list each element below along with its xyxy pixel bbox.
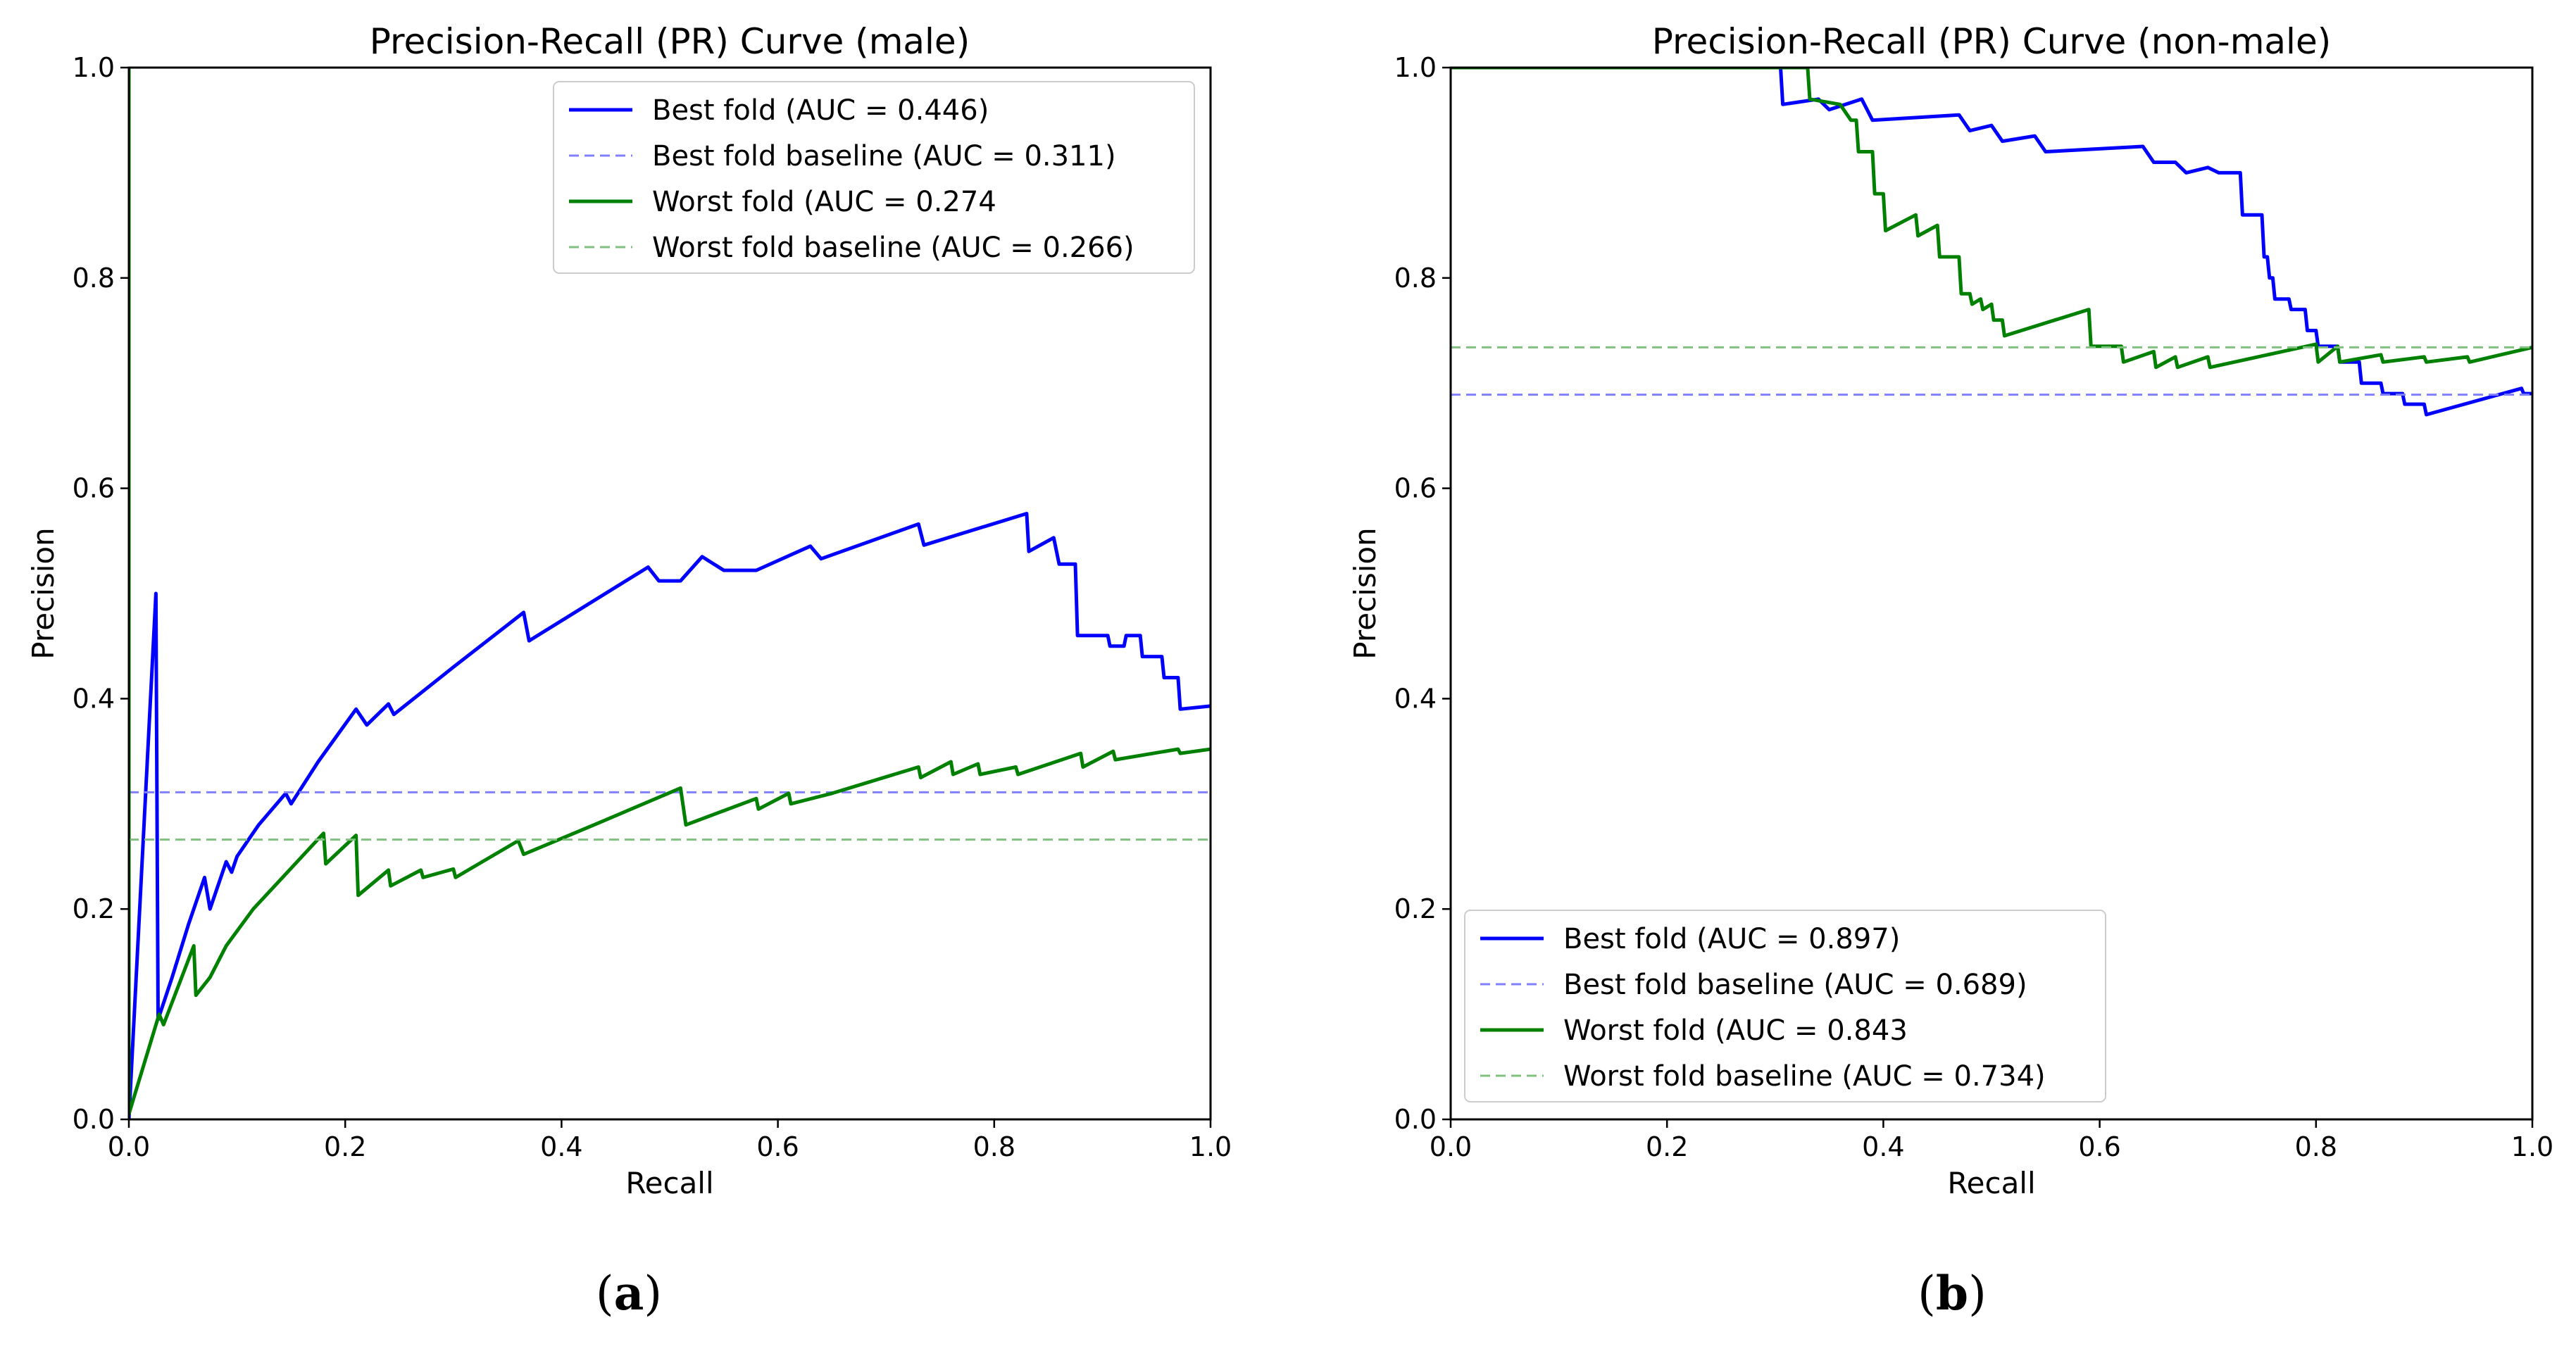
legend-entry-label: Best fold baseline (AUC = 0.689) <box>1563 969 2027 1001</box>
x-axis-label: Recall <box>625 1166 713 1200</box>
panel-label-close: ) <box>1968 1267 1987 1321</box>
y-tick-label: 0.6 <box>1394 473 1437 504</box>
legend-entry-label: Best fold baseline (AUC = 0.311) <box>652 140 1116 172</box>
series-line-worst-fold <box>1451 68 2532 370</box>
legend: Best fold (AUC = 0.897) Best fold baselin… <box>1464 910 2106 1102</box>
series-layer <box>129 68 1211 1119</box>
legend-entry-label: Best fold (AUC = 0.446) <box>652 94 989 127</box>
legend-entry-label: Worst fold baseline (AUC = 0.266) <box>652 232 1134 264</box>
legend-entry-label: Worst fold (AUC = 0.843 <box>1563 1014 1908 1047</box>
chart-title: Precision-Recall (PR) Curve (non-male) <box>1652 21 2331 62</box>
y-tick-label: 1.0 <box>1394 52 1437 83</box>
y-tick-label: 0.6 <box>73 473 115 504</box>
y-tick-label: 0.4 <box>73 683 115 714</box>
legend-frame <box>1464 910 2106 1102</box>
plot-frame <box>127 66 1212 1121</box>
plot-frame <box>1449 66 2534 1121</box>
x-tick-label: 1.0 <box>1189 1131 1232 1162</box>
legend-entry-label: Worst fold baseline (AUC = 0.734) <box>1563 1060 2046 1093</box>
panel-label-a: (a) <box>596 1266 662 1321</box>
panel-label-letter: b <box>1936 1266 1968 1321</box>
y-axis-label: Precision <box>1348 527 1382 659</box>
y-tick-label: 0.8 <box>73 263 115 294</box>
y-tick-label: 0.0 <box>1394 1104 1437 1135</box>
chart-panel-b: Precision-Recall (PR) Curve (non-male) 0… <box>1348 21 2553 1321</box>
series-layer <box>1451 68 2532 417</box>
series-line-worst-fold <box>129 68 1211 1116</box>
x-tick-label: 0.2 <box>1646 1131 1688 1162</box>
x-tick-label: 0.2 <box>324 1131 366 1162</box>
axis-ticks: 0.0 0.2 0.4 0.6 0.8 1.0 0.0 0.2 0.4 0.6 0.8 1.0 <box>1394 52 2554 1162</box>
panel-label-b: (b) <box>1918 1266 1987 1321</box>
panel-label-close: ) <box>644 1267 662 1321</box>
legend-frame <box>553 81 1195 274</box>
legend-entry-label: Best fold (AUC = 0.897) <box>1563 923 1900 955</box>
panel-label-open: ( <box>1918 1267 1936 1321</box>
x-axis-label: Recall <box>1947 1166 2035 1200</box>
y-tick-label: 0.0 <box>73 1104 115 1135</box>
chart-panel-a: Precision-Recall (PR) Curve (male) 0.0 0.… <box>26 21 1232 1321</box>
legend: Best fold (AUC = 0.446) Best fold baselin… <box>553 81 1195 274</box>
x-tick-label: 0.0 <box>108 1131 150 1162</box>
x-tick-label: 0.8 <box>2295 1131 2337 1162</box>
series-line-best-fold <box>1451 68 2532 417</box>
y-axis-label: Precision <box>26 527 61 659</box>
x-tick-label: 0.4 <box>540 1131 582 1162</box>
legend-entry-label: Worst fold (AUC = 0.274 <box>652 186 996 218</box>
y-tick-label: 0.8 <box>1394 263 1437 294</box>
axis-ticks: 0.0 0.2 0.4 0.6 0.8 1.0 0.0 0.2 0.4 0.6 0.8 1.0 <box>73 52 1232 1162</box>
y-tick-label: 0.2 <box>73 893 115 924</box>
x-tick-label: 0.6 <box>756 1131 799 1162</box>
chart-title: Precision-Recall (PR) Curve (male) <box>370 21 970 62</box>
y-tick-label: 1.0 <box>73 52 115 83</box>
y-tick-label: 0.4 <box>1394 683 1437 714</box>
panel-label-letter: a <box>614 1266 644 1321</box>
x-tick-label: 0.4 <box>1862 1131 1904 1162</box>
y-tick-label: 0.2 <box>1394 893 1437 924</box>
x-tick-label: 0.0 <box>1430 1131 1472 1162</box>
x-tick-label: 1.0 <box>2511 1131 2553 1162</box>
x-tick-label: 0.8 <box>973 1131 1015 1162</box>
series-line-best-fold <box>129 68 1211 1119</box>
x-tick-label: 0.6 <box>2078 1131 2120 1162</box>
panel-label-open: ( <box>596 1267 614 1321</box>
